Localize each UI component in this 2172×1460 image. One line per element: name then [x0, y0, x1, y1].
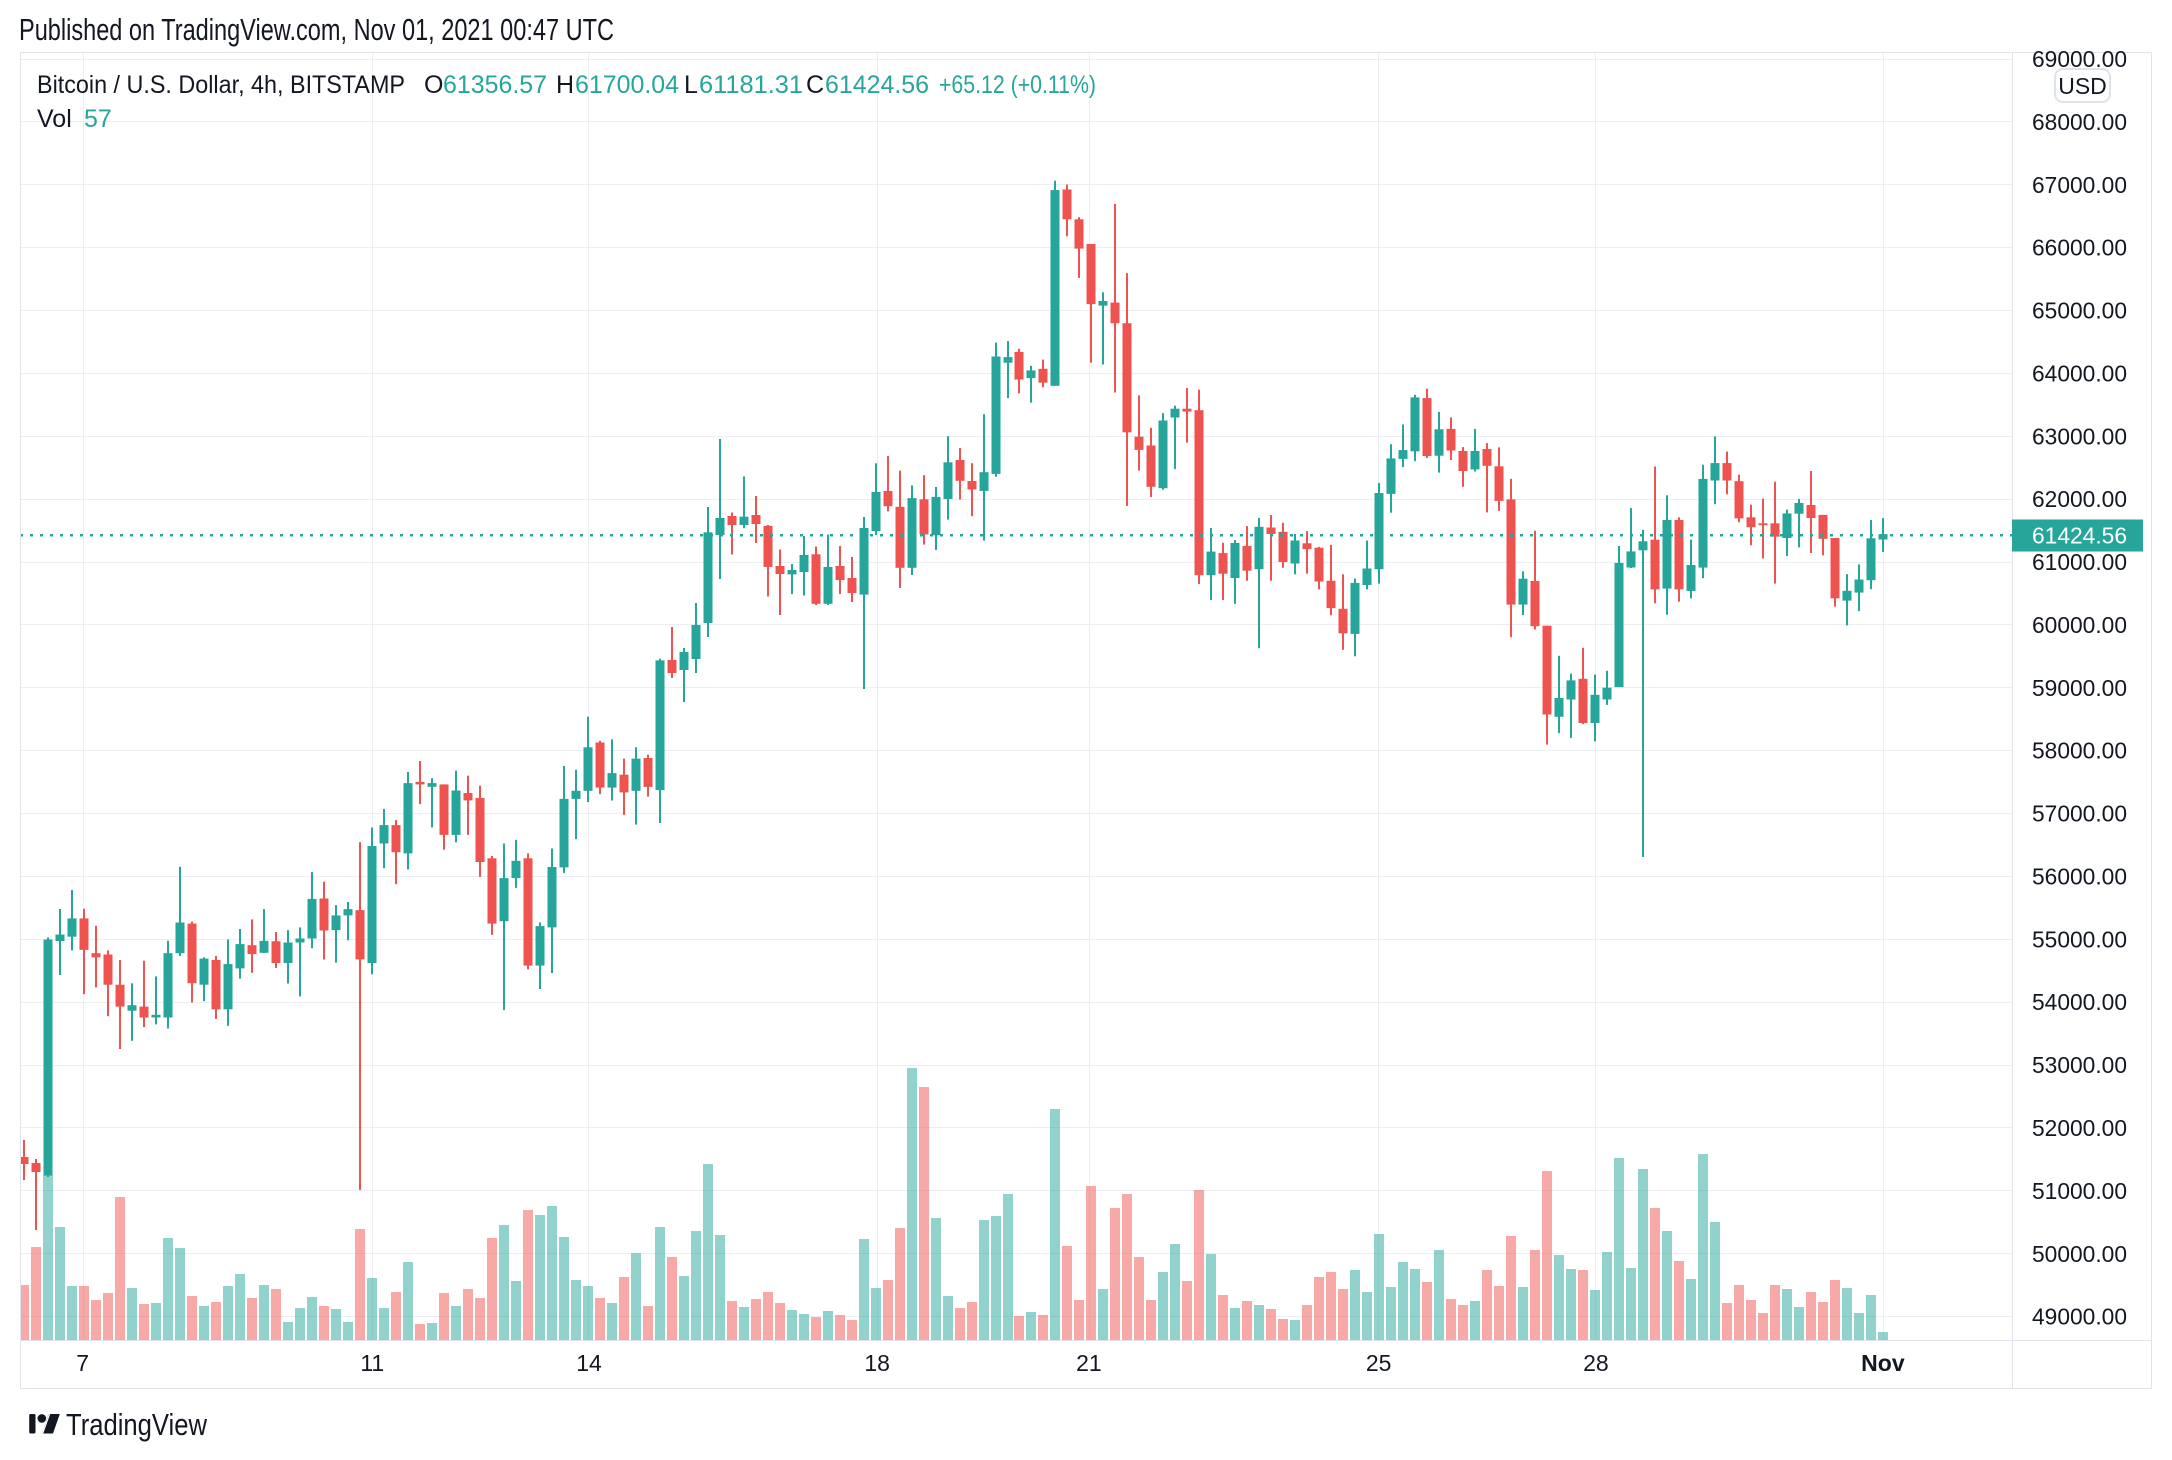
svg-text:64000.00: 64000.00 [2032, 360, 2127, 386]
svg-text:61424.56: 61424.56 [2032, 523, 2127, 549]
svg-text:21: 21 [1076, 1350, 1102, 1376]
svg-text:14: 14 [576, 1350, 602, 1376]
svg-text:25: 25 [1366, 1350, 1392, 1376]
svg-text:50000.00: 50000.00 [2032, 1241, 2127, 1267]
svg-text:+65.12 (+0.11%): +65.12 (+0.11%) [939, 71, 1096, 99]
svg-text:67000.00: 67000.00 [2032, 172, 2127, 198]
svg-text:TradingView: TradingView [66, 1407, 208, 1442]
svg-text:USD: USD [2058, 73, 2107, 99]
svg-text:61424.56: 61424.56 [825, 71, 929, 99]
svg-text:57000.00: 57000.00 [2032, 801, 2127, 827]
svg-text:55000.00: 55000.00 [2032, 926, 2127, 952]
svg-text:49000.00: 49000.00 [2032, 1304, 2127, 1330]
svg-text:68000.00: 68000.00 [2032, 109, 2127, 135]
svg-text:62000.00: 62000.00 [2032, 486, 2127, 512]
svg-text:H: H [556, 71, 574, 99]
svg-text:11: 11 [360, 1350, 384, 1376]
svg-text:61356.57: 61356.57 [443, 71, 547, 99]
svg-text:54000.00: 54000.00 [2032, 989, 2127, 1015]
svg-text:56000.00: 56000.00 [2032, 864, 2127, 890]
svg-text:18: 18 [864, 1350, 890, 1376]
svg-text:63000.00: 63000.00 [2032, 423, 2127, 449]
svg-text:Nov: Nov [1861, 1350, 1905, 1376]
svg-text:7: 7 [76, 1350, 89, 1376]
svg-text:59000.00: 59000.00 [2032, 675, 2127, 701]
svg-text:69000.00: 69000.00 [2032, 46, 2127, 72]
svg-text:61181.31: 61181.31 [699, 71, 803, 99]
svg-text:65000.00: 65000.00 [2032, 298, 2127, 324]
svg-text:51000.00: 51000.00 [2032, 1178, 2127, 1204]
svg-text:60000.00: 60000.00 [2032, 612, 2127, 638]
svg-text:57: 57 [84, 105, 112, 133]
svg-text:Bitcoin / U.S. Dollar, 4h, BIT: Bitcoin / U.S. Dollar, 4h, BITSTAMP [37, 71, 405, 99]
svg-text:61700.04: 61700.04 [575, 71, 679, 99]
svg-text:Vol: Vol [37, 105, 72, 133]
svg-text:52000.00: 52000.00 [2032, 1115, 2127, 1141]
svg-text:66000.00: 66000.00 [2032, 235, 2127, 261]
svg-text:C: C [806, 71, 824, 99]
svg-text:O: O [424, 71, 443, 99]
svg-text:28: 28 [1583, 1350, 1609, 1376]
svg-text:Published on TradingView.com,: Published on TradingView.com, Nov 01, 20… [19, 12, 614, 47]
svg-text:L: L [684, 71, 698, 99]
svg-text:61000.00: 61000.00 [2032, 549, 2127, 575]
svg-text:53000.00: 53000.00 [2032, 1052, 2127, 1078]
svg-text:58000.00: 58000.00 [2032, 738, 2127, 764]
